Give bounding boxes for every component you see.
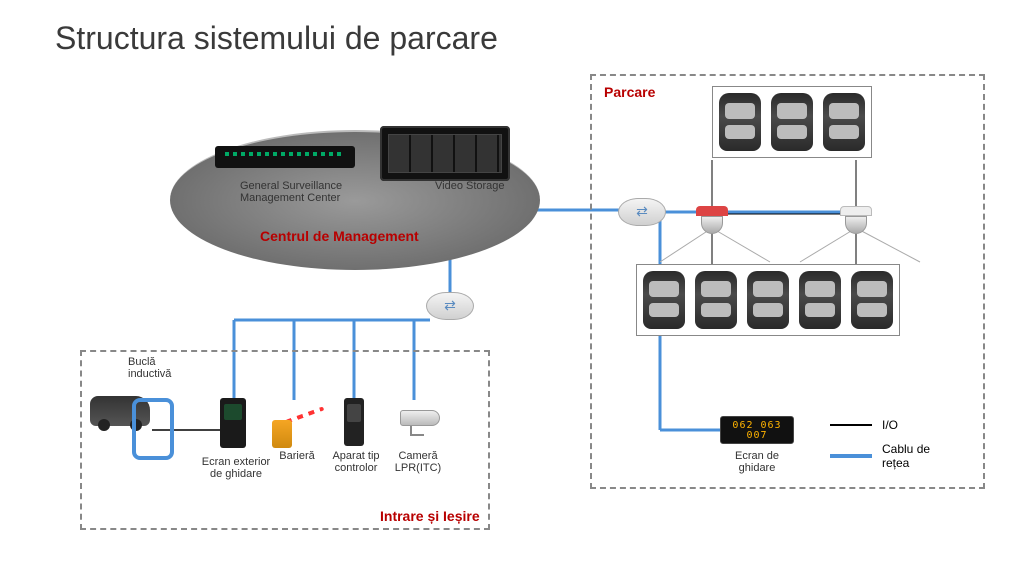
car-icon	[747, 271, 789, 329]
barrier-label: Barieră	[272, 450, 322, 462]
legend-net-label: Cablu de rețea	[882, 442, 930, 470]
page-title: Structura sistemului de parcare	[55, 20, 498, 57]
switch-device	[215, 146, 355, 168]
car-icon	[823, 93, 865, 151]
storage-device	[380, 126, 510, 181]
surveillance-label: General Surveillance Management Center	[240, 180, 380, 204]
outdoor-screen-icon	[220, 398, 246, 448]
car-icon	[719, 93, 761, 151]
legend: I/O Cablu de rețea	[830, 418, 930, 470]
outdoor-screen-label: Ecran exterior de ghidare	[196, 456, 276, 480]
management-zone-label: Centrul de Management	[260, 228, 419, 244]
lpr-label: Cameră LPR(ITC)	[388, 450, 448, 474]
lpr-camera-icon	[392, 410, 442, 430]
car-icon	[771, 93, 813, 151]
entry-zone-label: Intrare și Ieșire	[380, 508, 480, 524]
car-icon	[799, 271, 841, 329]
guidance-screen-icon	[720, 416, 794, 444]
car-icon	[851, 271, 893, 329]
router-entry	[426, 292, 474, 320]
inductive-loop-icon	[132, 398, 174, 460]
controller-label: Aparat tip controlor	[326, 450, 386, 474]
legend-io-label: I/O	[882, 418, 898, 432]
storage-label: Video Storage	[435, 180, 505, 192]
dome-camera-white	[840, 206, 872, 230]
car-icon	[643, 271, 685, 329]
dome-camera-red	[696, 206, 728, 230]
parking-bottom-row	[636, 264, 900, 336]
parking-top-row	[712, 86, 872, 158]
loop-label: Buclă inductivă	[128, 356, 171, 380]
car-icon	[695, 271, 737, 329]
controller-icon	[344, 398, 364, 446]
barrier-icon	[272, 404, 322, 448]
guidance-screen-label: Ecran de ghidare	[720, 450, 794, 474]
parking-zone-label: Parcare	[604, 84, 655, 100]
legend-io-line	[830, 424, 872, 426]
legend-net-line	[830, 454, 872, 458]
